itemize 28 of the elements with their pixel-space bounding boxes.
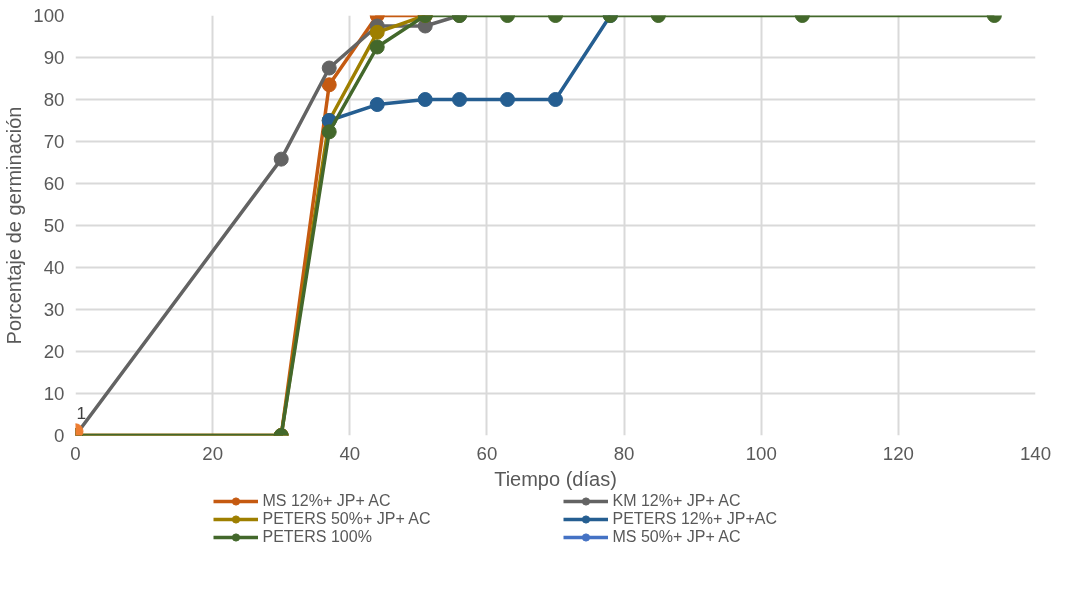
legend-label: KM 12%+ JP+ AC	[612, 492, 742, 510]
x-axis-title: Tiempo (días)	[494, 467, 617, 490]
y-tick-label: 90	[43, 47, 65, 68]
y-tick-label: 40	[43, 257, 65, 278]
x-tick-label: 40	[339, 442, 361, 464]
x-tick-label: 120	[882, 442, 914, 464]
x-tick-label: 80	[613, 442, 635, 464]
y-tick-label: 10	[43, 383, 65, 404]
x-tick-label: 0	[70, 442, 81, 464]
legend-label: PETERS 12%+ JP+AC	[612, 510, 778, 528]
y-tick-label: 50	[43, 215, 65, 236]
x-tick-label: 20	[202, 442, 224, 464]
y-tick-label: 30	[43, 299, 65, 320]
y-tick-label: 0	[54, 425, 65, 446]
y-tick-label: 60	[43, 173, 65, 194]
x-tick-label: 100	[745, 442, 777, 464]
y-tick-label: 20	[43, 341, 65, 362]
x-tick-label: 140	[1019, 442, 1052, 464]
y-tick-label: 100	[33, 5, 65, 26]
legend-label: MS 12%+ JP+ AC	[262, 492, 392, 510]
x-tick-label: 60	[476, 442, 498, 464]
legend-label: MS 50%+ JP+ AC	[612, 528, 742, 546]
y-axis-title: Porcentaje de germinación	[3, 106, 26, 345]
data-label: 1	[76, 403, 87, 424]
legend-label: PETERS 100%	[262, 528, 373, 546]
legend-label: PETERS 50%+ JP+ AC	[262, 510, 432, 528]
y-tick-label: 70	[43, 131, 65, 152]
y-tick-label: 80	[43, 89, 65, 110]
